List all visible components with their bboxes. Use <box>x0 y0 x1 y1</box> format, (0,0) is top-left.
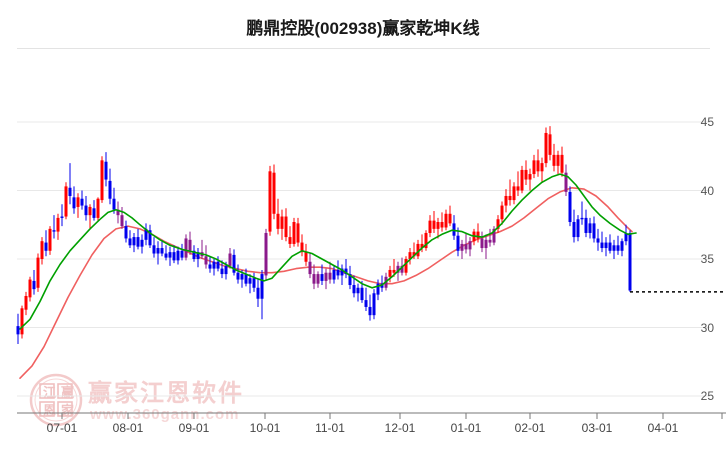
y-axis-tick-label: 30 <box>700 320 714 335</box>
x-axis-tick-label: 10-01 <box>249 421 281 435</box>
grid-lines <box>17 121 710 397</box>
y-axis-tick-label: 25 <box>700 389 714 403</box>
x-axis-tick-label: 09-01 <box>178 421 210 435</box>
x-axis-tick-label: 08-01 <box>112 421 144 435</box>
y-axis-tick-label: 40 <box>700 183 714 198</box>
axis-lines <box>17 412 726 419</box>
title-divider <box>17 48 710 49</box>
x-axis-tick-label: 12-01 <box>384 421 416 435</box>
x-axis-tick-label: 07-01 <box>46 421 78 435</box>
candle-series <box>16 126 632 344</box>
x-axis-tick-label: 02-01 <box>514 421 546 435</box>
y-axis-tick-label: 45 <box>700 115 714 129</box>
ma-slow-line <box>19 187 633 380</box>
page-title: 鹏鼎控股(002938)赢家乾坤K线 <box>246 19 480 38</box>
x-axis-tick-label: 01-01 <box>450 421 482 435</box>
ma-fast-line <box>19 173 637 330</box>
x-axis-tick-label: 03-01 <box>581 421 613 435</box>
x-axis-tick-label: 11-01 <box>315 421 345 435</box>
x-axis-tick-label: 04-01 <box>647 421 679 435</box>
y-axis-tick-label: 35 <box>700 252 714 266</box>
